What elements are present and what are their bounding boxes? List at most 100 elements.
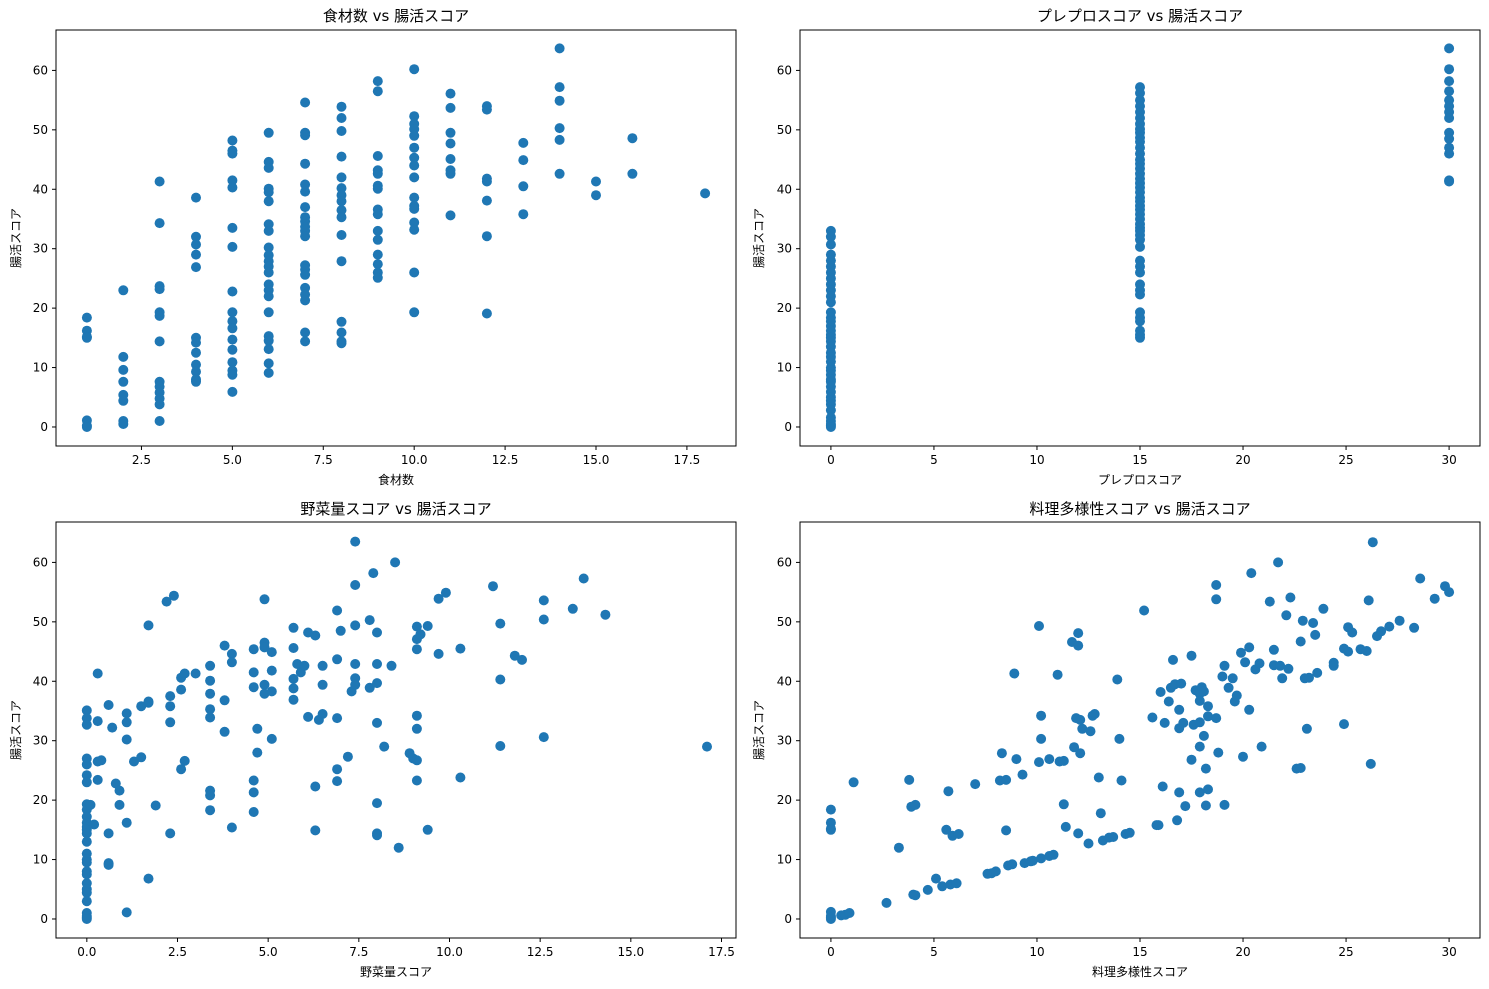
scatter-point (1409, 622, 1420, 633)
scatter-point (1069, 742, 1080, 753)
scatter-point (227, 334, 238, 345)
scatter-point (1048, 849, 1059, 860)
scatter-point (409, 142, 420, 153)
scatter-point (336, 205, 347, 216)
plot-frame (55, 521, 737, 939)
scatter-point (931, 873, 941, 884)
scatter-point (191, 192, 201, 203)
scatter-point (81, 857, 92, 868)
scatter-point (227, 175, 238, 186)
scatter-point (1444, 76, 1455, 87)
scatter-point (336, 196, 347, 207)
y-axis: 0 10 20 30 40 50 60 (33, 63, 56, 434)
scatter-point (103, 700, 114, 710)
scatter-point (332, 776, 343, 787)
scatter-point (445, 138, 456, 149)
scatter-point (121, 734, 132, 745)
y-axis-label: 腸活スコア (9, 208, 23, 268)
scatter-point (300, 202, 311, 213)
scatter-points (81, 43, 711, 432)
x-axis: 2.5 5.0 7.5 10.0 12.5 15.0 17.5 (132, 446, 700, 467)
x-tick-label: 25 (1338, 453, 1353, 467)
panel-title: 料理多様性スコア vs 腸活スコア (1029, 500, 1250, 518)
y-tick-label: 10 (33, 853, 48, 867)
panel-title: 野菜量スコア vs 腸活スコア (300, 500, 491, 518)
scatter-point (300, 295, 311, 306)
scatter-point (1304, 672, 1314, 683)
x-axis-label: 料理多様性スコア (1092, 965, 1188, 979)
y-tick-label: 30 (777, 734, 792, 748)
scatter-point (81, 869, 92, 880)
scatter-point (81, 759, 92, 770)
scatter-point (350, 536, 361, 547)
scatter-point (1310, 629, 1321, 640)
panel-vegetable-score: 野菜量スコア vs 腸活スコア 0.0 2.5 5.0 7.5 10.0 12.5 15.0… (9, 500, 737, 979)
scatter-point (1186, 650, 1197, 661)
scatter-point (372, 168, 383, 179)
scatter-point (1264, 596, 1275, 607)
scatter-point (165, 691, 176, 702)
scatter-point (81, 914, 92, 924)
scatter-point (300, 179, 311, 190)
scatter-point (1036, 710, 1047, 721)
x-tick-label: 0.0 (77, 945, 96, 959)
scatter-point (191, 376, 201, 387)
scatter-point (481, 176, 492, 187)
scatter-point (1060, 821, 1071, 832)
scatter-point (943, 786, 954, 797)
x-tick-label: 12.5 (492, 453, 519, 467)
panel-ingredient-count: 食材数 vs 腸活スコア 2.5 5.0 7.5 10.0 12.5 15.0 17.5 0… (9, 7, 737, 487)
scatter-point (372, 678, 382, 689)
scatter-point (1203, 711, 1213, 722)
scatter-point (411, 621, 422, 632)
scatter-point (1034, 621, 1044, 631)
scatter-point (409, 267, 420, 278)
y-tick-label: 30 (33, 734, 48, 748)
scatter-point (288, 622, 299, 633)
scatter-point (881, 897, 892, 908)
scatter-point (288, 673, 299, 684)
y-tick-label: 20 (33, 301, 48, 315)
y-tick-label: 0 (784, 912, 792, 926)
scatter-point (390, 557, 401, 568)
scatter-point (825, 239, 836, 250)
scatter-point (1308, 618, 1319, 628)
scatter-point (263, 291, 274, 302)
scatter-point (154, 399, 165, 410)
x-tick-label: 5.0 (259, 945, 278, 959)
panel-dish-diversity-score: 料理多様性スコア vs 腸活スコア 0 5 10 15 20 25 30 0 10 20 30 40… (752, 500, 1481, 979)
scatter-point (81, 312, 92, 323)
scatter-point (1116, 775, 1127, 786)
scatter-point (81, 332, 92, 343)
x-tick-label: 0 (827, 453, 835, 467)
scatter-point (263, 367, 274, 378)
y-tick-label: 60 (777, 63, 792, 77)
scatter-point (1312, 667, 1323, 678)
y-tick-label: 50 (33, 615, 48, 629)
scatter-point (176, 684, 187, 695)
scatter-point (114, 799, 125, 810)
scatter-point (1277, 673, 1288, 684)
scatter-point (1339, 719, 1349, 730)
scatter-point (825, 405, 836, 416)
scatter-point (1238, 751, 1248, 762)
scatter-point (81, 705, 92, 716)
scatter-point (1114, 733, 1125, 744)
scatter-point (143, 697, 154, 708)
scatter-point (1036, 733, 1047, 744)
scatter-point (1036, 853, 1047, 864)
scatter-point (825, 422, 836, 432)
scatter-point (1194, 787, 1205, 798)
scatter-point (92, 774, 103, 785)
y-tick-label: 40 (777, 182, 792, 196)
scatter-point (1083, 838, 1094, 849)
y-tick-label: 0 (40, 912, 48, 926)
scatter-point (1075, 714, 1086, 725)
scatter-point (300, 186, 311, 197)
scatter-point (336, 256, 347, 267)
scatter-point (121, 817, 132, 828)
scatter-point (227, 323, 238, 334)
scatter-point (1223, 682, 1234, 693)
scatter-point (627, 168, 638, 179)
scatter-point (422, 824, 433, 835)
